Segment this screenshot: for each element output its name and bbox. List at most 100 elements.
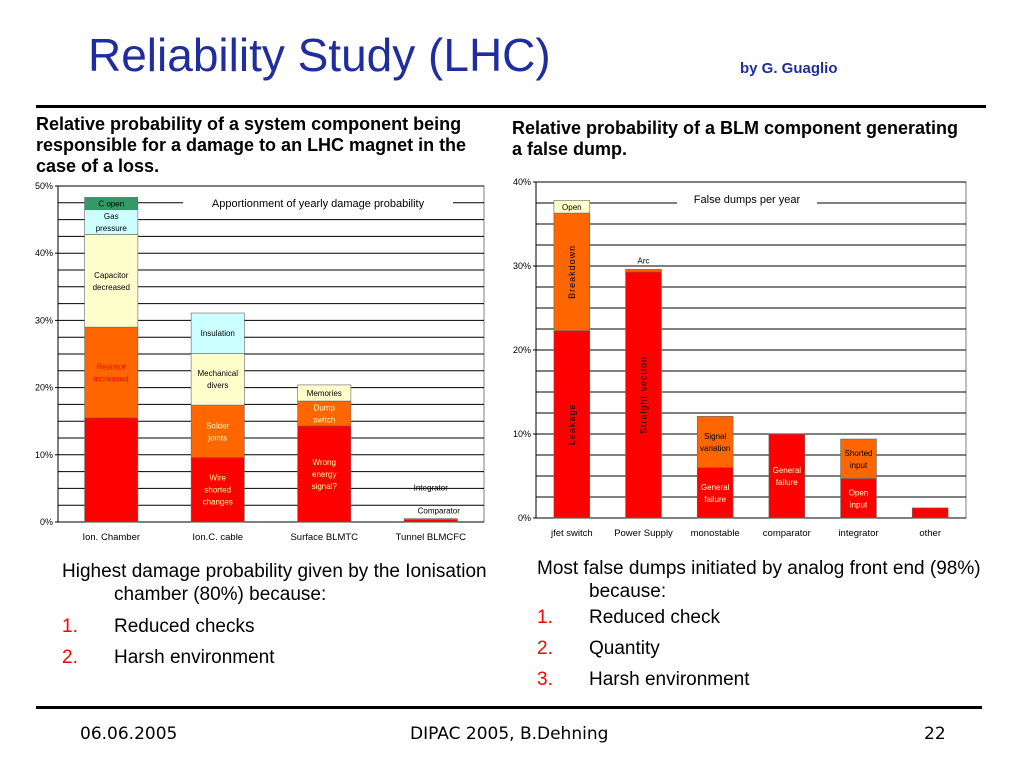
y-tick-label: 30%: [35, 315, 53, 325]
list-item: 3. Harsh environment: [537, 664, 997, 695]
left-summary: Highest damage probability given by the …: [62, 561, 487, 605]
segment-label: failure: [704, 495, 726, 504]
segment-label: Capacitor: [94, 271, 129, 280]
bar-segment: [190, 312, 245, 354]
y-tick-label: 10%: [513, 429, 531, 439]
bar-segment: [190, 353, 245, 406]
damage-probability-chart: 0% 10% 20% 30% 40% 50% Ion. Chamber Resistor sho…: [35, 181, 485, 543]
list-text: Harsh environment: [589, 669, 750, 690]
segment-label: pressure: [96, 224, 128, 233]
y-tick-label: 0%: [40, 517, 53, 527]
x-category-label: jfet switch: [550, 528, 593, 539]
segment-label: Gas: [104, 212, 119, 221]
y-tick-label: 30%: [513, 261, 531, 271]
top-divider: [36, 105, 986, 108]
segment-label: General: [773, 466, 802, 475]
x-category-label: Tunnel BLMCFC: [396, 532, 467, 543]
segment-label: Leakage: [567, 404, 577, 446]
segment-label: input: [850, 461, 868, 470]
bar-segment: [403, 518, 458, 520]
bar-segment: [840, 478, 877, 519]
footer-page-number: 22: [924, 724, 946, 744]
list-text: Reduced checks: [114, 616, 255, 637]
bar-segment: [768, 433, 806, 519]
bar-segment: [911, 507, 949, 519]
segment-label: General: [701, 483, 730, 492]
right-chart-heading: Relative probability of a BLM component …: [512, 118, 959, 159]
author-credit: by G. Guaglio: [740, 60, 838, 77]
segment-label: shorted: [204, 486, 231, 495]
x-category-label: Ion. Chamber: [82, 532, 140, 543]
segment-label: changes: [203, 498, 233, 507]
segment-label: switch: [313, 415, 335, 424]
segment-label: Integrator: [414, 484, 449, 493]
bar-segment: [625, 271, 662, 519]
segment-label: Open: [562, 203, 582, 212]
page-title: Reliability Study (LHC): [88, 29, 551, 81]
segment-label: shorted: [98, 472, 125, 481]
segment-label: decreased: [93, 283, 130, 292]
segment-label: Resistor: [97, 362, 127, 371]
segment-label: Insulation: [201, 329, 235, 338]
bar-segment: [297, 425, 352, 523]
bar-segment: [553, 330, 591, 519]
bar-segment: [84, 209, 139, 235]
segment-label: Wire: [210, 474, 227, 483]
y-tick-label: 40%: [513, 177, 531, 187]
x-category-label: Ion.C. cable: [192, 532, 243, 543]
segment-label: divers: [207, 381, 228, 390]
segment-label: Shorted: [844, 449, 872, 458]
list-item: 1. Reduced check: [537, 602, 997, 633]
y-tick-label: 40%: [35, 248, 53, 258]
segment-label: Wrong: [313, 458, 336, 467]
y-tick-label: 20%: [35, 383, 53, 393]
segment-label: energy: [312, 470, 336, 479]
bar-segment: [190, 404, 245, 458]
segment-label: C open: [98, 199, 124, 208]
bar-segment: [553, 200, 591, 214]
y-tick-label: 50%: [35, 181, 53, 191]
list-text: Reduced check: [589, 607, 720, 628]
segment-label: Solder: [206, 421, 229, 430]
footer-date: 06.06.2005: [80, 724, 178, 744]
y-tick-label: 10%: [35, 450, 53, 460]
left-reasons-list: 1. Reduced checks 2. Harsh environment: [62, 611, 482, 673]
bar-segment: [84, 326, 139, 419]
bar-segment: [297, 400, 352, 427]
x-category-label: integrator: [838, 528, 878, 539]
x-category-label: monostable: [691, 528, 740, 539]
false-dump-chart: 0% 10% 20% 30% 40% jfet switch Leakage Breakdow…: [513, 177, 967, 539]
y-tick-label: 0%: [518, 513, 531, 523]
list-text: Quantity: [589, 638, 660, 659]
list-item: 2. Quantity: [537, 633, 997, 664]
segment-label: signal?: [312, 482, 338, 491]
list-item: 1. Reduced checks: [62, 611, 482, 642]
right-summary: Most false dumps initiated by analog fro…: [537, 558, 981, 602]
segment-label: variation: [700, 444, 730, 453]
left-chart-heading: Relative probability of a system compone…: [36, 114, 467, 176]
bar-segment: [84, 197, 139, 210]
bar-segment: [297, 384, 352, 402]
segment-label: Arc: [638, 256, 650, 265]
bar-segment: [553, 212, 591, 331]
bar-segment: [696, 416, 734, 468]
y-tick-label: 20%: [513, 345, 531, 355]
segment-label: Open: [849, 488, 869, 497]
segment-label: joints: [207, 433, 227, 442]
segment-label: increased: [94, 374, 129, 383]
list-text: Harsh environment: [114, 647, 275, 668]
chart-title-background: [677, 192, 817, 207]
list-number: 3.: [537, 669, 553, 690]
segment-label: Straight section: [639, 356, 649, 434]
segment-label: Memories: [307, 389, 342, 398]
segment-label: input: [850, 500, 868, 509]
segment-label: Mechanical: [198, 369, 239, 378]
x-category-label: comparator: [763, 528, 811, 539]
x-category-label: Surface BLMTC: [290, 532, 358, 543]
x-category-label: other: [919, 528, 941, 539]
bar-segment: [696, 467, 734, 519]
bottom-divider: [36, 706, 982, 709]
list-number: 1.: [62, 616, 78, 637]
chart-title: Apportionment of yearly damage probabili…: [212, 198, 425, 210]
segment-label: Resistor: [97, 460, 127, 469]
